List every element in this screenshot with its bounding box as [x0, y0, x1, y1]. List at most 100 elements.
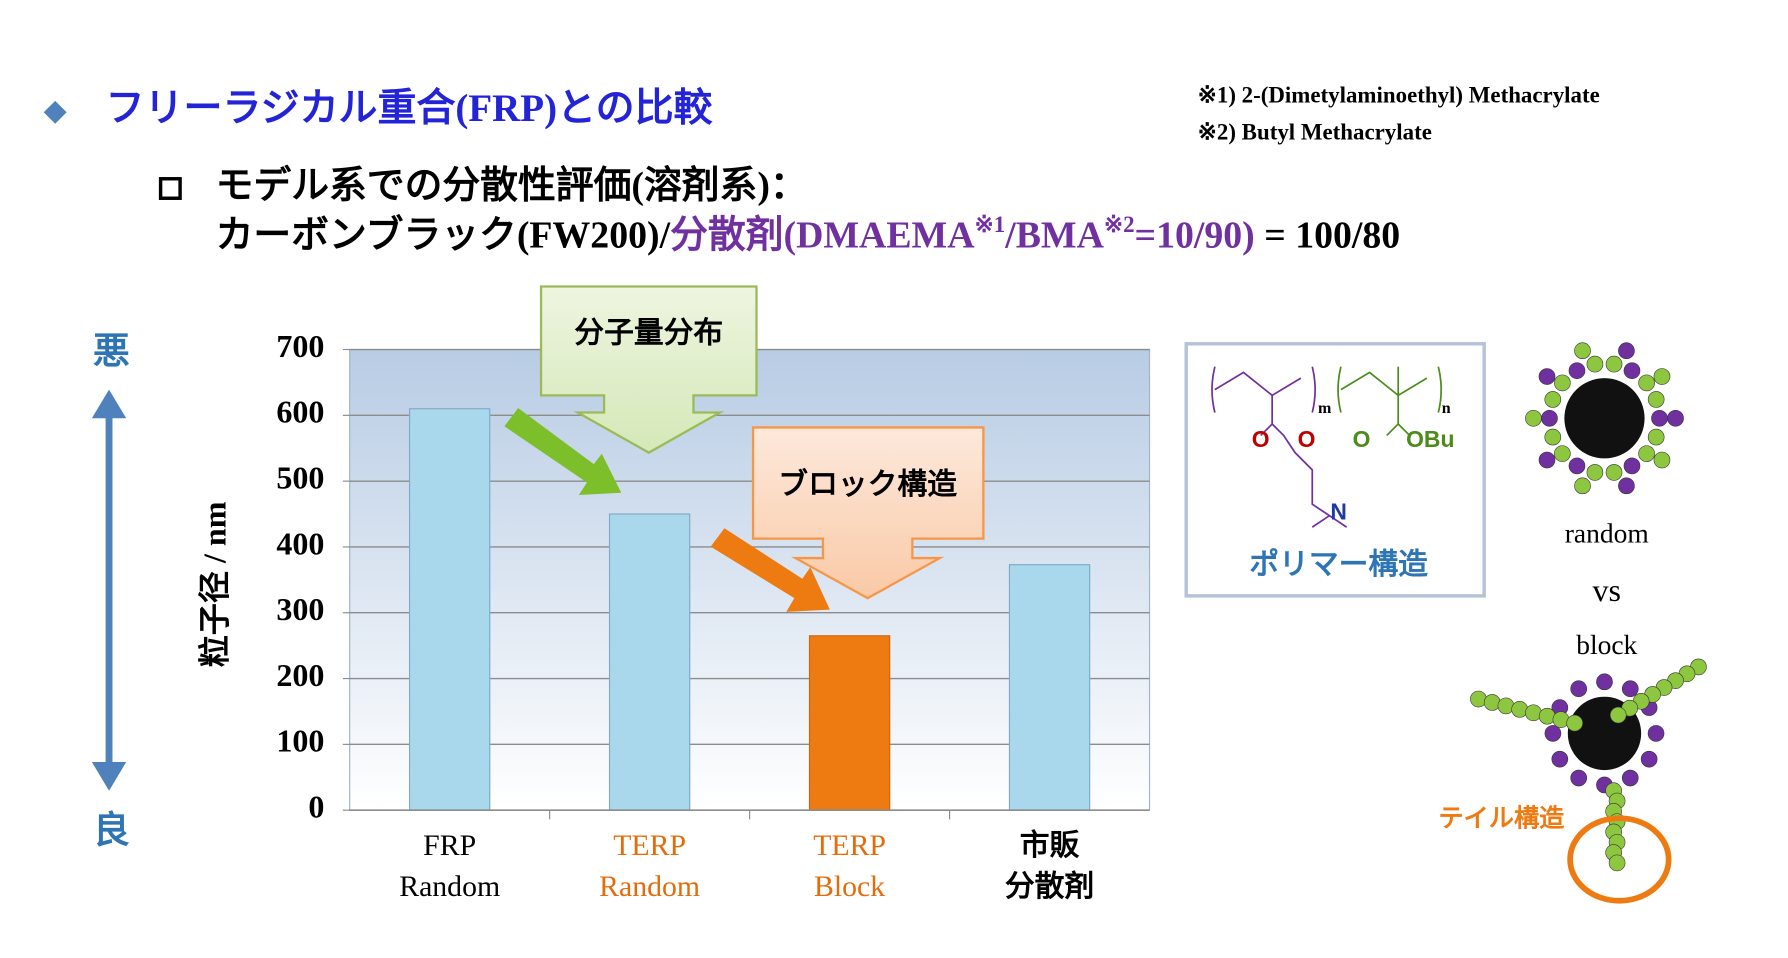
polymer-label: O	[1298, 426, 1316, 452]
bead	[1640, 750, 1658, 768]
bead	[1541, 409, 1558, 427]
bead	[1551, 750, 1569, 768]
arrow-head	[91, 389, 127, 419]
arrow-head	[91, 762, 127, 791]
x-tick-line: TERP	[613, 829, 686, 862]
bead	[1552, 711, 1570, 728]
bead	[1511, 701, 1528, 718]
x-tick-line: Random	[599, 870, 700, 903]
tail-highlight	[1567, 815, 1672, 904]
bead	[1554, 374, 1571, 392]
bead	[1651, 409, 1668, 427]
bar	[808, 635, 891, 811]
condition-part: ※2	[1104, 212, 1135, 237]
bead	[1570, 680, 1588, 698]
polymer-label: O	[1353, 426, 1371, 452]
bead	[1544, 428, 1562, 446]
bead	[1647, 725, 1665, 742]
bead	[1618, 477, 1635, 495]
bead	[1566, 714, 1583, 732]
bead	[1525, 409, 1542, 427]
polymer-structure	[1184, 342, 1486, 598]
callout-label: ブロック構造	[778, 467, 957, 501]
bead	[1568, 362, 1586, 379]
callout-label: 分子量分布	[574, 317, 723, 350]
title: フリーラジカル重合(FRP)との比較	[106, 87, 714, 130]
callout: ブロック構造	[710, 426, 985, 612]
bead	[1605, 355, 1623, 373]
bead	[1538, 451, 1556, 469]
condition-part: =10/90)	[1135, 214, 1255, 256]
core	[1564, 378, 1645, 459]
bead	[1638, 445, 1655, 462]
bar	[408, 408, 491, 811]
condition: カーボンブラック(FW200)/分散剤(DMAEMA※1/BMA※2=10/90…	[216, 212, 1401, 256]
y-tick-label: 700	[276, 328, 324, 364]
bar	[1008, 564, 1091, 811]
particle-illustration	[1470, 342, 1707, 872]
bead	[1574, 342, 1591, 360]
particle-label: random	[1565, 518, 1649, 549]
x-tick-label: TERP Random	[599, 829, 700, 903]
x-tick-line: Block	[814, 870, 885, 903]
condition-part: = 100/80	[1255, 214, 1400, 256]
bead	[1544, 391, 1562, 408]
y-tick-label: 0	[308, 789, 324, 825]
bead	[1638, 374, 1655, 392]
bead	[1586, 464, 1604, 481]
polymer-label: m	[1318, 400, 1332, 417]
bead	[1596, 673, 1613, 691]
condition-part: カーボンブラック(FW200)/	[216, 213, 671, 256]
tail-label: テイル構造	[1438, 804, 1565, 832]
scale-label: 良	[93, 810, 130, 851]
bead	[1667, 409, 1684, 427]
polymer-label: OBu	[1406, 426, 1454, 452]
bar	[608, 513, 691, 811]
bead	[1609, 706, 1627, 724]
x-tick-line: 市販	[1020, 828, 1080, 862]
polymer-label: N	[1330, 498, 1347, 524]
bead	[1538, 368, 1556, 385]
bead	[1483, 694, 1501, 711]
polymer-label: n	[1442, 400, 1451, 417]
bead	[1538, 707, 1556, 725]
y-tick-label: 400	[276, 525, 324, 561]
particle-label: block	[1576, 629, 1637, 660]
bead	[1574, 477, 1591, 495]
bead	[1618, 342, 1635, 360]
x-tick-line: TERP	[813, 829, 886, 862]
callout: 分子量分布	[504, 285, 758, 496]
polymer-label: O	[1252, 426, 1270, 452]
bead	[1647, 428, 1665, 446]
bead	[1568, 457, 1586, 475]
bead	[1544, 725, 1562, 742]
condition-part: 分散剤(DMAEMA	[670, 214, 975, 256]
bead	[1653, 368, 1671, 385]
bead	[1653, 451, 1671, 469]
x-tick-label: FRP Random	[399, 829, 500, 903]
bead	[1497, 697, 1515, 715]
y-tick-label: 100	[276, 723, 324, 759]
particle-label: vs	[1593, 572, 1622, 608]
condition-part: ※1	[975, 212, 1006, 237]
x-tick-label: 市販分散剤	[1005, 828, 1094, 903]
bead	[1586, 355, 1604, 373]
x-tick-line: FRP	[423, 829, 476, 862]
bead	[1621, 680, 1639, 698]
y-tick-label: 300	[276, 591, 324, 627]
x-tick-line: 分散剤	[1005, 870, 1094, 903]
bead	[1554, 445, 1571, 462]
condition-part: /BMA	[1004, 214, 1104, 256]
bead	[1608, 854, 1626, 872]
bead	[1605, 464, 1623, 481]
note: ※2) Butyl Methacrylate	[1198, 119, 1432, 144]
note: ※1) 2-(Dimetylaminoethyl) Methacrylate	[1198, 83, 1600, 108]
bullet	[43, 100, 67, 124]
polymer-caption: ポリマー構造	[1249, 548, 1428, 581]
y-axis-label: 粒子径 / nm	[196, 501, 232, 667]
subtitle: モデル系での分散性評価(溶剤系)：	[216, 164, 808, 207]
bead	[1570, 769, 1588, 787]
bead	[1470, 690, 1487, 708]
